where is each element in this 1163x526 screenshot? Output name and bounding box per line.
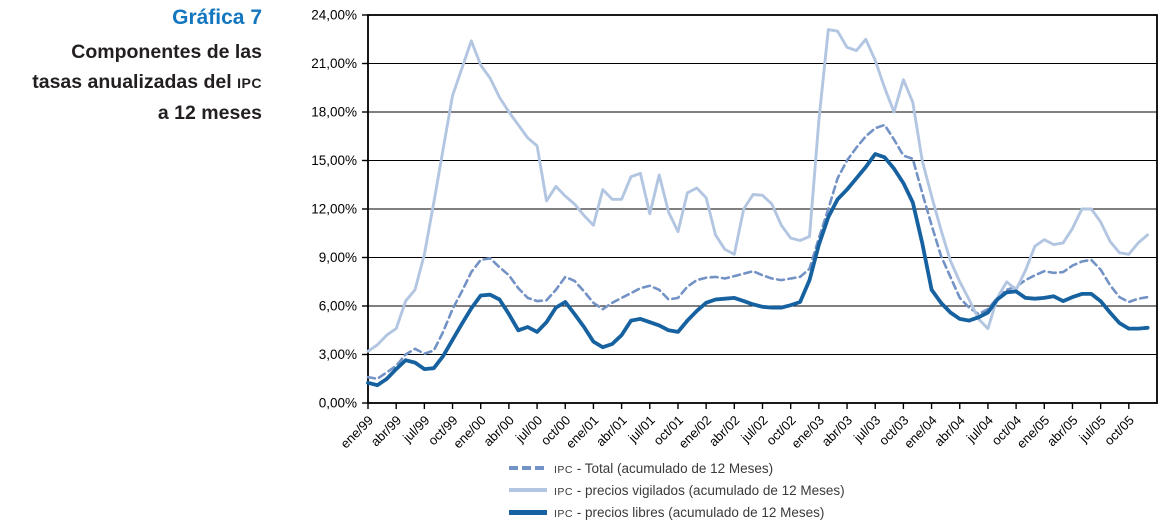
subtitle-line-2: tasas anualizadas del IPC [32,71,262,93]
y-tick-label: 3,00% [319,347,357,362]
x-tick-label: ene/01 [563,413,602,452]
x-tick-label: abr/05 [1044,413,1081,450]
y-tick-label: 12,00% [311,202,357,217]
legend-marker-solid-thick [509,509,547,515]
chart-legend: IPC - Total (acumulado de 12 Meses) IPC -… [509,457,845,523]
legend-label: IPC - Total (acumulado de 12 Meses) [554,460,774,476]
chart-title-block: Gráfica 7 Componentes de las tasas anual… [0,6,262,128]
x-axis-labels: ene/99abr/99jul/99oct/99ene/00abr/00jul/… [337,403,1137,451]
subtitle-line-1: Componentes de las [71,41,262,63]
y-tick-label: 0,00% [319,396,357,411]
subtitle-line-3: a 12 meses [157,102,262,124]
legend-item-1: IPC - Total (acumulado de 12 Meses) [509,457,845,479]
legend-marker-solid [509,488,547,492]
y-tick-label: 9,00% [319,250,357,265]
legend-marker-dashed [509,466,547,470]
y-axis-labels: 0,00% 3,00% 6,00% 9,00% 12,00% 15,00% 18,00% 21… [311,8,357,411]
x-tick-label: abr/99 [368,413,405,450]
ipc-abbrev: IPC [554,485,574,498]
y-tick-label: 24,00% [311,8,357,23]
series-line-3 [366,152,1150,388]
x-tick-label: abr/03 [818,413,855,450]
line-chart-plot: 0,00% 3,00% 6,00% 9,00% 12,00% 15,00% 18,00% 21… [311,8,1158,451]
x-tick-label: ene/04 [901,413,940,452]
y-tick-label: 21,00% [311,56,357,71]
y-tick-label: 6,00% [319,299,357,314]
y-tick-label: 15,00% [311,153,357,168]
legend-item-3: IPC - precios libres (acumulado de 12 Me… [509,501,845,523]
legend-label: IPC - precios vigilados (acumulado de 12… [554,482,845,498]
chart-subtitle: Componentes de las tasas anualizadas del… [0,37,262,128]
x-tick-label: ene/99 [337,413,376,452]
legend-item-2: IPC - precios vigilados (acumulado de 12… [509,479,845,501]
x-tick-label: oct/05 [1101,413,1137,449]
y-tick-label: 18,00% [311,105,357,120]
legend-label: IPC - precios libres (acumulado de 12 Me… [554,504,825,520]
ipc-abbrev: IPC [554,507,574,520]
ipc-abbrev: IPC [554,463,574,476]
x-tick-label: ene/05 [1014,413,1053,452]
gridlines [362,14,1157,404]
plot-border [367,14,1158,404]
x-tick-label: abr/01 [593,413,630,450]
ipc-abbrev: IPC [237,75,262,91]
series-line-1 [366,123,1149,381]
x-tick-label: ene/03 [788,413,827,452]
x-tick-label: ene/02 [676,413,715,452]
chart-number: Gráfica 7 [172,6,262,29]
series-line-2 [366,28,1150,353]
x-tick-label: ene/00 [450,413,489,452]
x-tick-label: abr/04 [931,413,968,450]
x-tick-label: abr/00 [480,413,517,450]
x-tick-label: abr/02 [706,413,743,450]
